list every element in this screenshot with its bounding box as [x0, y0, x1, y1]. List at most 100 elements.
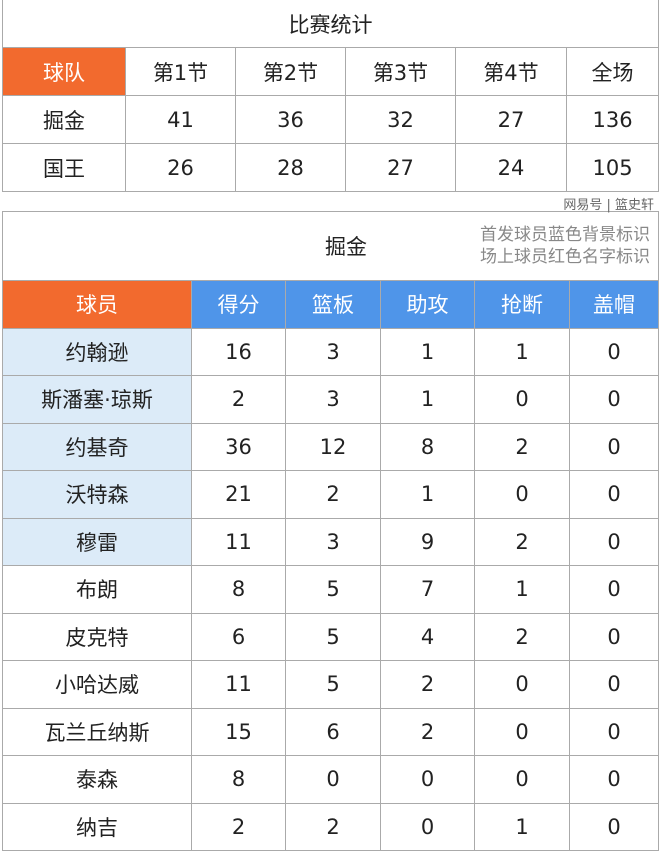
stat-value: 2 — [474, 612, 570, 661]
stat-value: 1 — [474, 327, 570, 376]
column-header: 第1节 — [125, 47, 236, 96]
table-row: 小哈达威 11 5 2 0 0 — [2, 660, 659, 709]
team-name: 国王 — [2, 143, 126, 192]
team-name: 掘金 — [2, 95, 126, 144]
column-header: 球队 — [2, 47, 126, 96]
note-starters: 首发球员蓝色背景标识 — [480, 225, 650, 245]
note-oncourt: 场上球员红色名字标识 — [480, 247, 650, 267]
stat-value: 21 — [191, 470, 286, 519]
stat-value: 11 — [191, 660, 286, 709]
column-header: 全场 — [565, 47, 660, 96]
stat-value: 3 — [285, 375, 381, 424]
stat-value: 16 — [191, 327, 286, 376]
stat-value: 7 — [380, 565, 475, 614]
stat-value: 3 — [285, 517, 381, 566]
stat-value: 8 — [191, 755, 286, 804]
stat-value: 2 — [285, 470, 381, 519]
player-name: 沃特森 — [2, 470, 192, 519]
player-name: 瓦兰丘纳斯 — [2, 707, 192, 756]
stat-value: 3 — [285, 327, 381, 376]
stat-value: 0 — [474, 707, 570, 756]
stat-value: 4 — [380, 612, 475, 661]
stat-value: 9 — [380, 517, 475, 566]
stat-value: 0 — [474, 375, 570, 424]
team-title-row: 掘金 首发球员蓝色背景标识 场上球员红色名字标识 — [2, 211, 659, 281]
column-header: 第2节 — [235, 47, 346, 96]
quarter-score: 32 — [345, 95, 456, 144]
table-row: 掘金 41 36 32 27 136 — [2, 95, 660, 144]
stat-value: 8 — [191, 565, 286, 614]
stat-value: 0 — [569, 565, 659, 614]
stat-value: 12 — [285, 422, 381, 471]
column-header: 助攻 — [380, 280, 475, 329]
player-name: 约翰逊 — [2, 327, 192, 376]
column-header: 第4节 — [455, 47, 567, 96]
quarter-score: 27 — [345, 143, 456, 192]
table-row: 约基奇 36 12 8 2 0 — [2, 422, 659, 471]
table-row: 斯潘塞·琼斯 2 3 1 0 0 — [2, 375, 659, 424]
stat-value: 0 — [474, 755, 570, 804]
quarter-score: 24 — [455, 143, 567, 192]
table-row: 皮克特 6 5 4 2 0 — [2, 612, 659, 661]
stat-value: 0 — [474, 660, 570, 709]
watermark: 网易号 | 篮史轩 — [563, 198, 654, 213]
stat-value: 2 — [380, 660, 475, 709]
table-row: 布朗 8 5 7 1 0 — [2, 565, 659, 614]
player-name: 小哈达威 — [2, 660, 192, 709]
stat-value: 0 — [569, 612, 659, 661]
table-row: 约翰逊 16 3 1 1 0 — [2, 327, 659, 376]
stat-value: 0 — [569, 470, 659, 519]
stat-value: 5 — [285, 565, 381, 614]
quarter-score-table: 比赛统计 球队 第1节 第2节 第3节 第4节 全场 掘金 41 36 32 27 136 国王 26 2… — [1, 0, 660, 192]
stat-value: 15 — [191, 707, 286, 756]
player-name: 泰森 — [2, 755, 192, 804]
player-name: 皮克特 — [2, 612, 192, 661]
player-name: 纳吉 — [2, 802, 192, 851]
quarter-score: 27 — [455, 95, 567, 144]
stat-value: 0 — [569, 802, 659, 851]
stat-value: 0 — [569, 517, 659, 566]
stat-value: 1 — [474, 802, 570, 851]
stat-value: 2 — [191, 375, 286, 424]
stat-value: 1 — [380, 470, 475, 519]
stat-value: 0 — [569, 707, 659, 756]
stat-value: 0 — [569, 422, 659, 471]
player-name: 布朗 — [2, 565, 192, 614]
column-header: 得分 — [191, 280, 286, 329]
stat-value: 6 — [285, 707, 381, 756]
column-header: 抢断 — [474, 280, 570, 329]
stat-value: 2 — [285, 802, 381, 851]
table-row: 穆雷 11 3 9 2 0 — [2, 517, 659, 566]
quarter-score: 36 — [235, 95, 346, 144]
column-header: 篮板 — [285, 280, 381, 329]
table-row: 瓦兰丘纳斯 15 6 2 0 0 — [2, 707, 659, 756]
team-title: 掘金 — [325, 235, 367, 259]
stat-value: 1 — [380, 375, 475, 424]
table-row: 泰森 8 0 0 0 0 — [2, 755, 659, 804]
stat-value: 11 — [191, 517, 286, 566]
stat-value: 2 — [380, 707, 475, 756]
stat-value: 1 — [474, 565, 570, 614]
player-name: 斯潘塞·琼斯 — [2, 375, 192, 424]
quarter-score: 26 — [125, 143, 236, 192]
table-title: 比赛统计 — [1, 0, 660, 48]
player-stats-table: 掘金 首发球员蓝色背景标识 场上球员红色名字标识 球员 得分 篮板 助攻 抢断 盖帽 约翰逊… — [2, 211, 659, 851]
stat-value: 0 — [380, 802, 475, 851]
stat-value: 2 — [191, 802, 286, 851]
stat-value: 6 — [191, 612, 286, 661]
stat-value: 0 — [569, 375, 659, 424]
column-header: 球员 — [2, 280, 192, 329]
player-name: 穆雷 — [2, 517, 192, 566]
stat-value: 8 — [380, 422, 475, 471]
stat-value: 36 — [191, 422, 286, 471]
stat-value: 1 — [380, 327, 475, 376]
column-header: 盖帽 — [569, 280, 659, 329]
table-row: 国王 26 28 27 24 105 — [2, 143, 660, 192]
quarter-score: 136 — [565, 95, 660, 144]
column-header: 第3节 — [345, 47, 456, 96]
legend-note: 首发球员蓝色背景标识 场上球员红色名字标识 — [480, 224, 650, 268]
table-row: 纳吉 2 2 0 1 0 — [2, 802, 659, 851]
quarter-score: 105 — [565, 143, 660, 192]
stat-value: 0 — [285, 755, 381, 804]
stat-value: 5 — [285, 612, 381, 661]
